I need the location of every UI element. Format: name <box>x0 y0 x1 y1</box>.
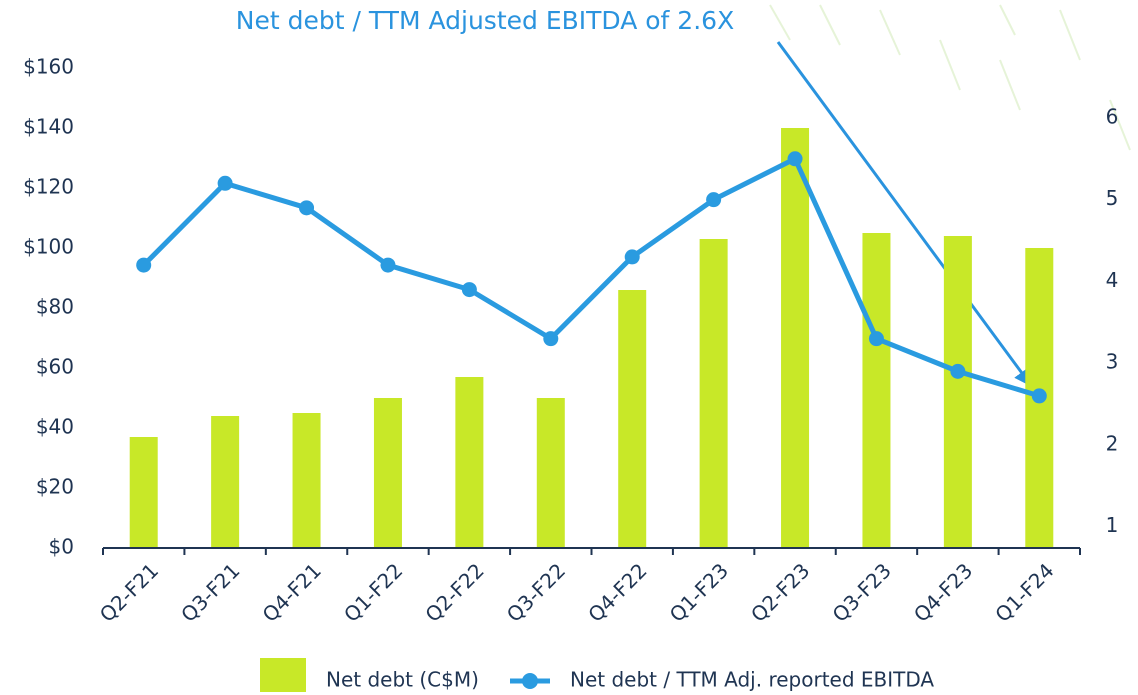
x-tick-label: Q2-F23 <box>746 558 814 626</box>
y-tick-label: $120 <box>23 175 74 199</box>
line-marker <box>461 282 477 298</box>
legend-label: Net debt / TTM Adj. reported EBITDA <box>570 668 934 692</box>
bar <box>129 437 158 548</box>
legend-swatch-bar <box>260 658 306 692</box>
y-tick-label: $60 <box>36 355 74 379</box>
x-tick-label: Q2-F22 <box>420 558 488 626</box>
x-tick-label: Q1-F23 <box>665 558 733 626</box>
line-marker <box>1031 388 1047 404</box>
line-marker <box>868 331 884 347</box>
x-tick-label: Q2-F21 <box>95 558 163 626</box>
line-marker <box>950 363 966 379</box>
line-marker <box>217 175 233 191</box>
y-tick-label: $100 <box>23 235 74 259</box>
line-marker <box>706 192 722 208</box>
line-marker <box>380 257 396 273</box>
y-tick-label: $0 <box>49 535 74 559</box>
y2-tick-label: 4 <box>1106 268 1119 292</box>
bar <box>862 233 891 548</box>
line <box>141 156 1041 399</box>
x-tick-label: Q4-F22 <box>583 558 651 626</box>
x-tick-label: Q4-F23 <box>909 558 977 626</box>
bar <box>455 377 484 548</box>
bar <box>699 239 728 548</box>
bar <box>292 413 321 548</box>
y-tick-label: $80 <box>36 295 74 319</box>
x-tick-label: Q4-F21 <box>258 558 326 626</box>
y-tick-label: $160 <box>23 55 74 79</box>
bar <box>536 398 565 548</box>
bar <box>373 398 402 548</box>
y-tick-label: $40 <box>36 415 74 439</box>
line-marker <box>136 257 152 273</box>
line-marker <box>299 200 315 216</box>
line-marker <box>787 151 803 167</box>
x-tick-label: Q3-F21 <box>176 558 244 626</box>
legend-label: Net debt (C$M) <box>326 668 479 692</box>
background-stripes <box>769 4 1131 151</box>
legend-swatch-marker <box>522 673 538 689</box>
bar <box>618 290 647 548</box>
chart-title: Net debt / TTM Adjusted EBITDA of 2.6X <box>236 6 734 35</box>
bar <box>781 128 810 548</box>
x-tick-label: Q1-F24 <box>990 558 1058 626</box>
annotation-arrow <box>776 41 1033 387</box>
y2-tick-label: 5 <box>1106 186 1119 210</box>
bar <box>211 416 240 548</box>
y2-tick-label: 6 <box>1106 104 1119 128</box>
y2-tick-label: 3 <box>1106 350 1119 374</box>
line-marker <box>543 331 559 347</box>
y-tick-label: $20 <box>36 475 74 499</box>
x-tick-label: Q3-F22 <box>502 558 570 626</box>
line-marker <box>624 249 640 265</box>
x-tick-label: Q3-F23 <box>828 558 896 626</box>
y-tick-label: $140 <box>23 115 74 139</box>
bar <box>943 236 972 548</box>
y2-tick-label: 2 <box>1106 431 1119 455</box>
y2-tick-label: 1 <box>1106 513 1119 537</box>
x-tick-label: Q1-F22 <box>339 558 407 626</box>
